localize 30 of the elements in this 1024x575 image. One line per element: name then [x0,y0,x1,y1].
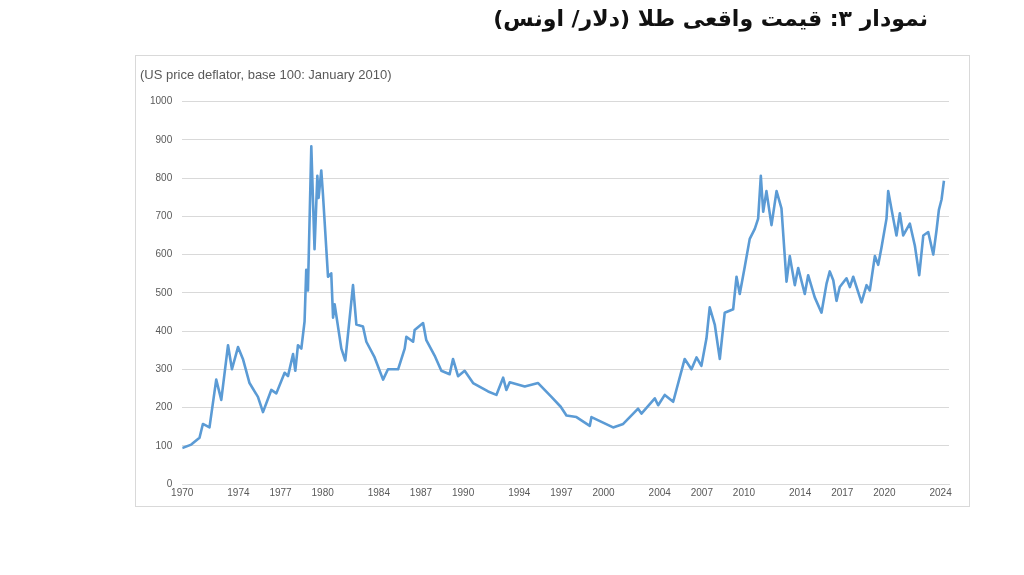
y-tick-label: 0 [166,477,173,489]
x-tick-label: 2014 [789,486,812,498]
x-tick-label: 2000 [592,486,616,498]
x-tick-label: 2010 [732,486,756,498]
x-tick-label: 1997 [550,486,573,498]
x-tick-label: 1987 [409,486,433,498]
x-tick-label: 1974 [227,486,250,498]
x-tick-label: 2020 [873,486,896,498]
y-tick-label: 1000 [150,95,173,107]
x-tick-label: 1994 [508,486,531,498]
y-tick-label: 500 [155,286,173,298]
y-tick-label: 700 [155,210,173,222]
x-tick-label: 2017 [831,486,854,498]
x-tick-label: 2007 [690,486,714,498]
x-tick-label: 1980 [311,486,335,498]
chart-subtitle: (US price deflator, base 100: January 2010) [140,67,392,83]
y-tick-label: 100 [155,439,173,451]
y-tick-label: 300 [155,363,173,375]
y-tick-label: 600 [155,248,173,260]
x-tick-label: 1984 [367,486,391,498]
x-tick-label: 1970 [171,486,194,498]
y-tick-label: 200 [155,401,173,413]
y-tick-label: 900 [155,133,173,145]
x-tick-label: 1977 [269,486,293,498]
chart-title: نمودار ۳: قیمت واقعی طلا (دلار/ اونس) [493,6,928,31]
x-tick-label: 1990 [451,486,475,498]
x-tick-label: 2024 [929,486,953,498]
y-tick-label: 800 [155,171,173,183]
y-tick-label: 400 [155,324,173,336]
x-tick-label: 2004 [648,486,672,498]
